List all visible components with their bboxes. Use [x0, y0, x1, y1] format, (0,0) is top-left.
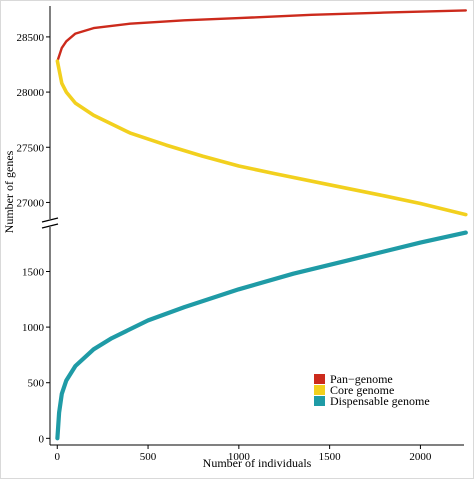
- x-tick-label: 1000: [228, 451, 251, 463]
- series-line-pan-genome: [56, 9, 467, 63]
- y-tick-label: 1000: [22, 322, 45, 334]
- series-line-core-genome: [55, 59, 468, 217]
- y-tick-label: 27000: [17, 197, 45, 209]
- legend-swatch: [314, 385, 325, 395]
- y-tick-label: 500: [28, 378, 45, 390]
- series-line-dispensable-genome: [55, 230, 468, 441]
- legend-label: Pan−genome: [330, 372, 393, 386]
- y-axis-label: Number of genes: [2, 150, 16, 233]
- y-tick-label: 1500: [22, 266, 45, 278]
- x-axis-label: Number of individuals: [203, 456, 312, 470]
- axis-break-mark-1: [41, 217, 59, 223]
- series-layer: [55, 9, 468, 441]
- x-tick-label: 500: [140, 451, 157, 463]
- y-tick-label: 0: [39, 433, 45, 445]
- x-tick-label: 1500: [319, 451, 342, 463]
- legend-label: Core genome: [330, 383, 394, 397]
- axis-layer: 27000 27500 28000 28500 0 500 1000 1500 0 500 1000…: [17, 6, 464, 463]
- legend-swatch: [314, 396, 325, 406]
- legend-label: Dispensable genome: [330, 394, 430, 408]
- legend-swatch: [314, 374, 325, 384]
- y-tick-label: 28000: [17, 87, 45, 99]
- x-tick-label: 0: [55, 451, 61, 463]
- axis-break-mark-2: [41, 223, 59, 229]
- x-tick-label: 2000: [409, 451, 432, 463]
- y-tick-label: 28500: [17, 32, 45, 44]
- y-tick-label: 27500: [17, 142, 45, 154]
